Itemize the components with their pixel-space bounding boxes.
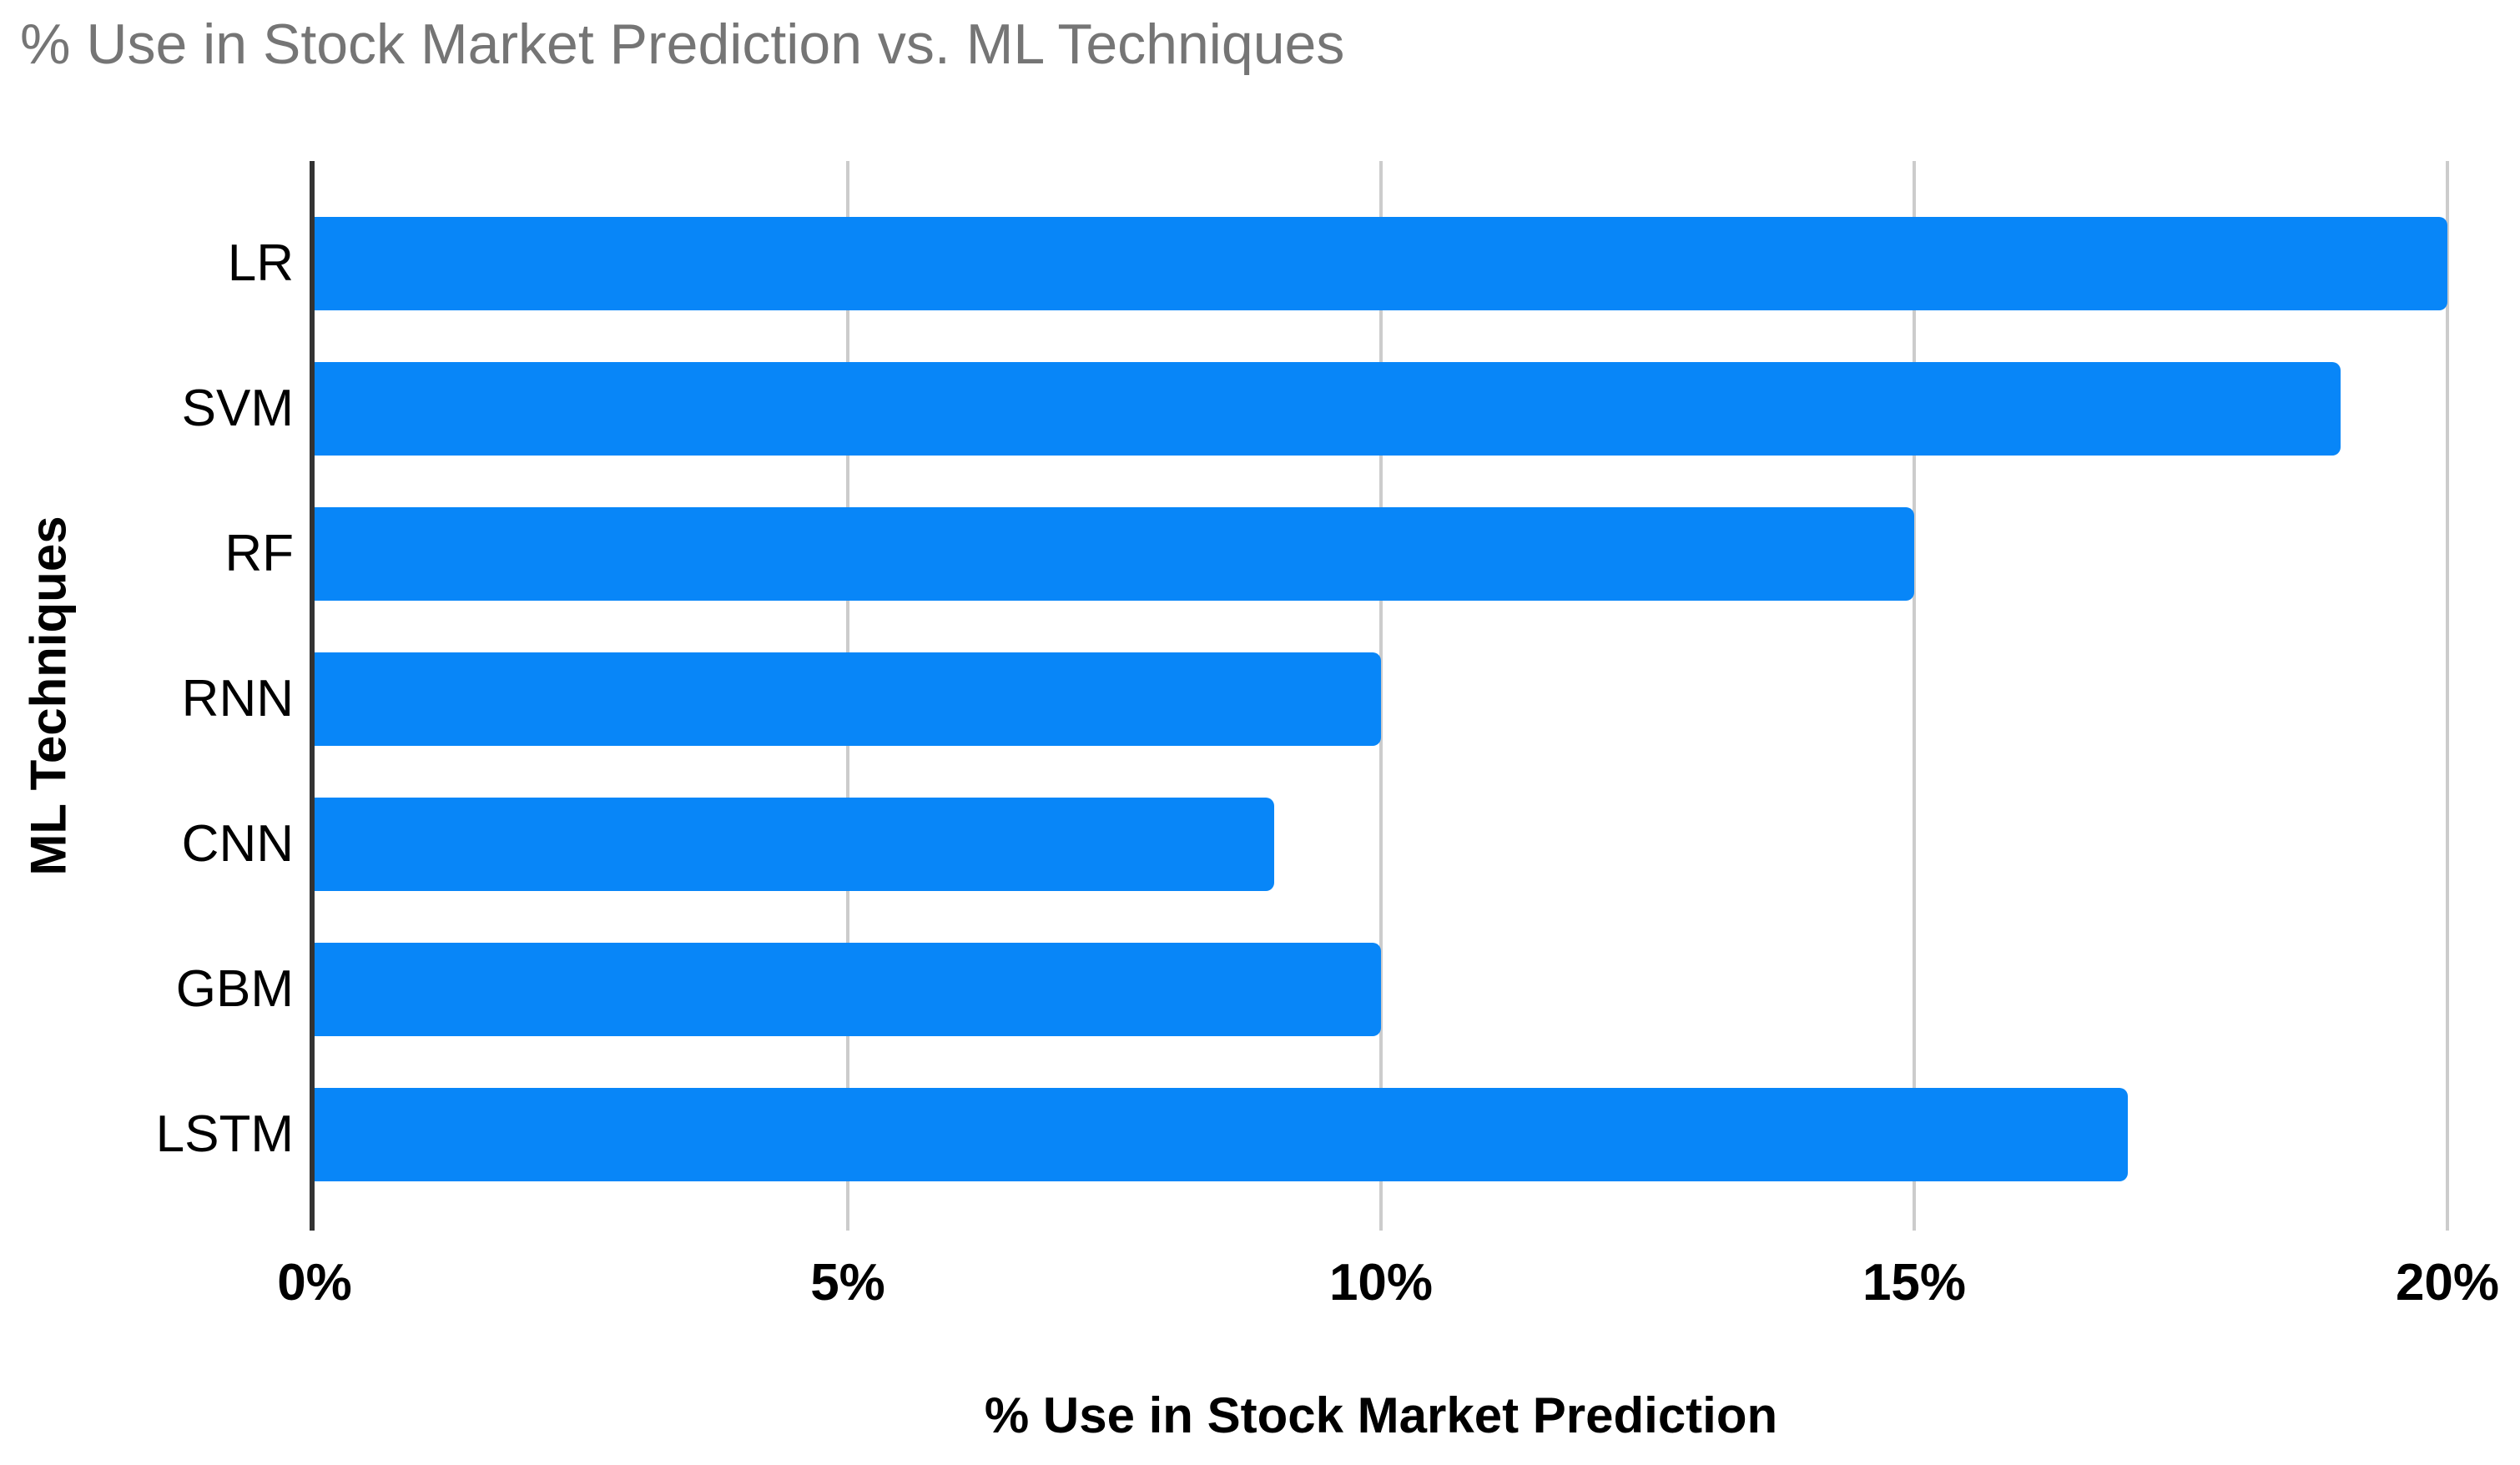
bar-cnn — [315, 798, 1275, 891]
bar-gbm — [315, 943, 1381, 1036]
bar-rf — [315, 507, 1914, 601]
bar-lstm — [315, 1088, 2128, 1181]
gridline-10% — [1379, 161, 1383, 1231]
category-label-svm: SVM — [181, 380, 294, 437]
y-axis-line — [310, 161, 315, 1231]
category-label-lr: LR — [227, 234, 294, 292]
chart-title: % Use in Stock Market Prediction vs. ML … — [20, 13, 1345, 76]
category-label-cnn: CNN — [181, 815, 294, 873]
bar-svm — [315, 362, 2341, 456]
x-tick-label-5%: 5% — [810, 1254, 885, 1311]
x-tick-label-10%: 10% — [1328, 1254, 1434, 1311]
x-tick-label-15%: 15% — [1862, 1254, 1967, 1311]
x-tick-label-0%: 0% — [277, 1254, 352, 1311]
category-label-gbm: GBM — [175, 960, 294, 1018]
category-label-rf: RF — [224, 525, 294, 582]
plot-area — [310, 161, 2449, 1231]
gridline-20% — [2446, 161, 2449, 1231]
bar-lr — [315, 217, 2447, 310]
category-label-rnn: RNN — [181, 670, 294, 727]
x-tick-label-20%: 20% — [2395, 1254, 2500, 1311]
category-label-lstm: LSTM — [155, 1105, 294, 1163]
x-axis-title: % Use in Stock Market Prediction — [984, 1387, 1778, 1443]
gridline-15% — [1913, 161, 1916, 1231]
bar-rnn — [315, 652, 1381, 746]
